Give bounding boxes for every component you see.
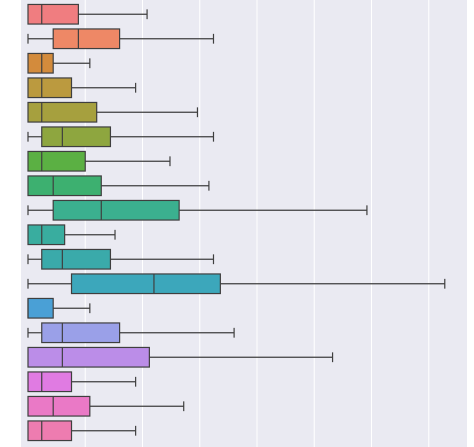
- iqr-box: [27, 175, 102, 197]
- iqr-box: [27, 224, 66, 246]
- iqr-box: [27, 101, 98, 123]
- grid-lines: [84, 0, 430, 447]
- box-3: [27, 52, 91, 74]
- iqr-box: [27, 420, 73, 442]
- box-16: [27, 371, 137, 393]
- iqr-box: [52, 199, 180, 221]
- iqr-box: [27, 371, 73, 393]
- box-17: [27, 395, 185, 417]
- iqr-box: [27, 346, 150, 368]
- iqr-box: [27, 297, 54, 319]
- iqr-box: [41, 322, 121, 344]
- box-9: [27, 199, 368, 221]
- plot-background: [21, 0, 467, 447]
- box-11: [27, 248, 215, 270]
- box-5: [27, 101, 199, 123]
- box-15: [27, 346, 334, 368]
- box-2: [27, 28, 215, 50]
- iqr-box: [27, 52, 54, 74]
- iqr-box: [70, 273, 221, 295]
- box-4: [27, 77, 137, 99]
- iqr-box: [41, 126, 112, 148]
- box-8: [27, 175, 210, 197]
- iqr-box: [27, 395, 91, 417]
- iqr-box: [27, 77, 73, 99]
- iqr-box: [27, 150, 86, 172]
- box-13: [27, 297, 91, 319]
- iqr-box: [27, 3, 79, 25]
- box-series: [27, 3, 446, 442]
- iqr-box: [52, 28, 121, 50]
- box-12: [27, 273, 446, 295]
- box-6: [27, 126, 215, 148]
- iqr-box: [41, 248, 112, 270]
- box-18: [27, 420, 137, 442]
- box-1: [27, 3, 148, 25]
- box-7: [27, 150, 171, 172]
- box-10: [27, 224, 116, 246]
- box-14: [27, 322, 235, 344]
